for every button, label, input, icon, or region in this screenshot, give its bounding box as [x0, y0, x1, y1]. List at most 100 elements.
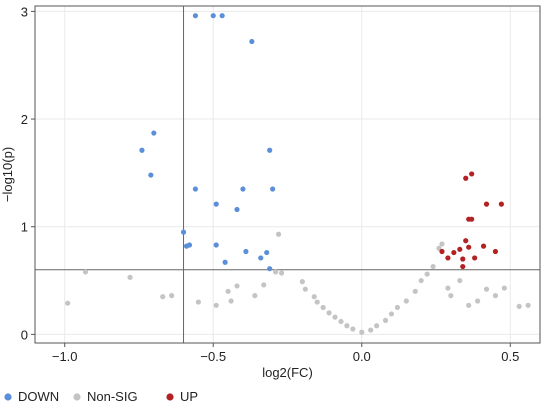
non-sig-point	[501, 285, 507, 291]
non-sig-point	[320, 304, 326, 311]
non-sig-point	[234, 283, 240, 289]
y-tick-label: 0	[21, 327, 28, 342]
non-sig-point	[82, 269, 89, 275]
non-sig-point	[278, 270, 285, 276]
non-sig-point	[448, 293, 454, 299]
legend-up-swatch	[166, 393, 174, 401]
non-sig-point	[382, 317, 389, 323]
non-sig-point	[311, 294, 317, 300]
non-sig-point	[475, 298, 481, 304]
non-sig-point	[412, 288, 418, 294]
y-axis-ticks: 0 1 2 3	[21, 4, 35, 342]
down-point	[151, 130, 157, 136]
non-sig-point	[160, 294, 166, 300]
non-sig-point	[374, 323, 380, 329]
down-point	[192, 186, 199, 192]
non-sig-point	[261, 282, 267, 288]
up-point	[460, 256, 466, 262]
non-sig-point	[275, 231, 282, 237]
up-point	[451, 249, 457, 256]
down-point	[192, 13, 199, 19]
non-sig-point	[492, 293, 499, 299]
non-sig-point	[430, 263, 436, 270]
y-tick-label: 1	[21, 220, 28, 235]
non-sig-point	[228, 298, 234, 304]
non-sig-point	[127, 274, 133, 280]
up-point	[463, 238, 469, 244]
up-point	[466, 244, 472, 250]
non-sig-point	[368, 327, 374, 333]
non-sig-point	[344, 323, 350, 329]
down-point	[180, 229, 187, 235]
non-sig-point	[359, 329, 365, 335]
non-sig-point	[418, 277, 424, 284]
non-sig-point	[326, 310, 332, 316]
non-sig-point	[424, 271, 430, 277]
up-point	[469, 171, 475, 177]
non-sig-point	[338, 318, 344, 325]
down-point	[258, 255, 264, 261]
up-point	[472, 255, 478, 261]
down-point	[186, 242, 193, 248]
non-sig-point	[273, 269, 279, 275]
down-point	[264, 249, 270, 256]
y-tick-label: 2	[21, 112, 28, 127]
non-sig-point	[516, 303, 522, 309]
down-point	[213, 242, 219, 248]
x-tick-label: −0.5	[200, 349, 226, 364]
x-tick-label: 0.0	[353, 349, 371, 364]
down-point	[267, 266, 273, 272]
non-sig-point	[439, 241, 445, 247]
down-point	[219, 13, 225, 19]
up-point	[439, 248, 445, 255]
data-points	[65, 13, 531, 335]
down-point	[270, 186, 276, 192]
non-sig-point	[332, 314, 338, 320]
up-point	[469, 216, 475, 222]
legend-down-label: DOWN	[18, 389, 59, 404]
up-point	[463, 175, 469, 181]
x-tick-label: −1.0	[52, 349, 78, 364]
non-sig-point	[466, 302, 472, 308]
non-sig-point	[169, 293, 175, 299]
non-sig-point	[483, 286, 490, 292]
down-point	[139, 147, 145, 153]
legend-non-sig-swatch	[73, 393, 81, 401]
down-point	[249, 38, 255, 45]
non-sig-point	[350, 326, 356, 332]
non-sig-point	[314, 299, 320, 305]
non-sig-point	[445, 285, 451, 291]
legend: DOWN Non-SIG UP	[4, 389, 198, 404]
down-point	[240, 186, 246, 192]
non-sig-point	[302, 286, 308, 292]
down-point	[210, 13, 216, 19]
non-sig-point	[403, 298, 409, 304]
legend-up-label: UP	[180, 389, 198, 404]
non-sig-point	[388, 311, 395, 317]
non-sig-point	[299, 279, 305, 285]
x-axis-title: log2(FC)	[262, 365, 313, 380]
down-point	[148, 172, 154, 178]
non-sig-point	[457, 277, 463, 284]
up-point	[445, 255, 451, 261]
y-tick-label: 3	[21, 4, 28, 19]
up-point	[498, 201, 504, 207]
up-point	[457, 246, 463, 252]
non-sig-point	[195, 299, 201, 305]
down-point	[267, 147, 273, 153]
non-sig-point	[394, 304, 401, 311]
up-point	[480, 243, 487, 249]
non-sig-point	[213, 302, 219, 308]
non-sig-point	[252, 293, 258, 299]
grid-lines	[35, 6, 540, 343]
up-point	[483, 201, 490, 207]
up-point	[460, 263, 466, 270]
non-sig-point	[225, 288, 231, 294]
legend-non-sig-label: Non-SIG	[87, 389, 138, 404]
down-point	[243, 248, 249, 255]
y-axis-title: −log10(p)	[0, 147, 15, 202]
down-point	[213, 201, 219, 207]
